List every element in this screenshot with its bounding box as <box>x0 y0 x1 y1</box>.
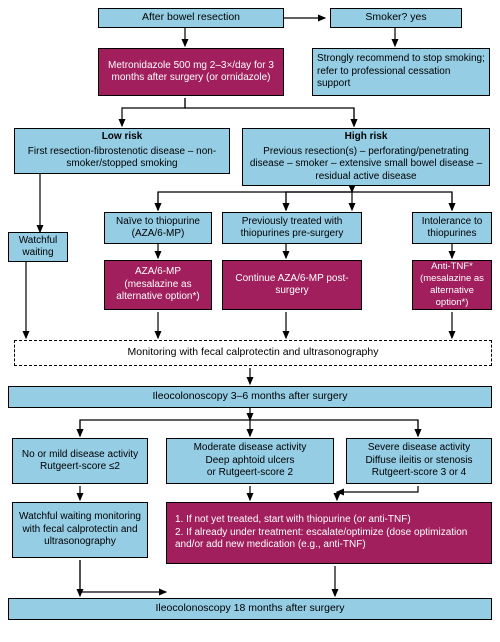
high-risk-body: Previous resection(s) – perforating/pene… <box>247 146 485 184</box>
node-intolerance: Intolerance to thiopurines <box>412 212 492 244</box>
node-moderate: Moderate disease activity Deep aphtoid u… <box>166 438 334 484</box>
low-risk-body: First resection-fibrostenotic disease – … <box>19 146 225 171</box>
node-monitoring: Monitoring with fecal calprotectin and u… <box>14 340 492 366</box>
node-anti-tnf: Anti-TNF* (mesalazine as alternative opt… <box>412 260 492 310</box>
node-watchful: Watchful waiting <box>8 232 68 262</box>
node-high-risk: High risk Previous resection(s) – perfor… <box>242 128 490 186</box>
node-severe: Severe disease activity Diffuse ileitis … <box>346 438 492 484</box>
node-smoker: Smoker? yes <box>330 8 462 28</box>
node-watchful-monitor: Watchful waiting monitoring with fecal c… <box>12 502 148 558</box>
node-prev-treated: Previously treated with thiopurines pre-… <box>222 212 362 244</box>
node-ileo-18: Ileocolonoscopy 18 months after surgery <box>8 598 492 620</box>
node-low-risk: Low risk First resection-fibrostenotic d… <box>14 128 230 174</box>
node-continue-aza: Continue AZA/6-MP post-surgery <box>222 260 362 310</box>
node-stop-smoking: Strongly recommend to stop smoking; refe… <box>312 48 490 96</box>
node-naive: Naïve to thiopurine (AZA/6-MP) <box>104 212 212 244</box>
node-after-resection: After bowel resection <box>98 8 284 28</box>
high-risk-title: High risk <box>345 131 388 144</box>
node-no-mild: No or mild disease activity Rutgeert-sco… <box>12 438 148 484</box>
low-risk-title: Low risk <box>102 131 143 144</box>
node-aza: AZA/6-MP (mesalazine as alternative opti… <box>104 260 212 310</box>
node-decision: 1. If not yet treated, start with thiopu… <box>166 502 492 564</box>
node-metronidazole: Metronidazole 500 mg 2–3×/day for 3 mont… <box>98 48 284 96</box>
node-ileo-3-6: Ileocolonoscopy 3–6 months after surgery <box>8 386 492 408</box>
